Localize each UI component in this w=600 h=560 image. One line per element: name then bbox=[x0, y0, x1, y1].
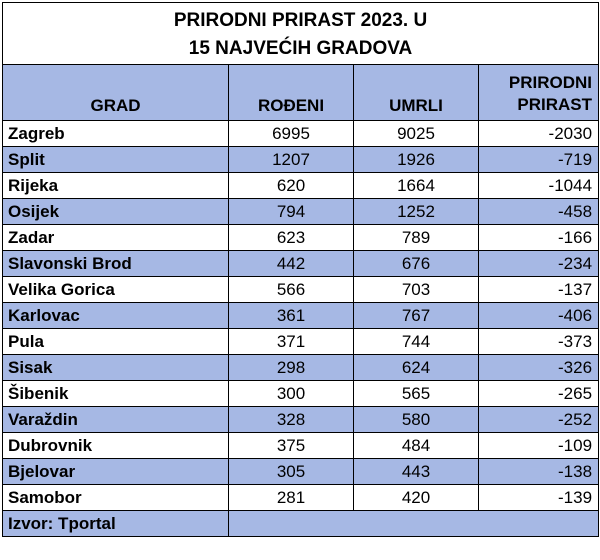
header-row: GRAD ROĐENI UMRLI PRIRODNI PRIRAST bbox=[2, 64, 600, 121]
net-increase-cell: -458 bbox=[477, 198, 600, 225]
table-title-line-1: PRIRODNI PRIRAST 2023. U bbox=[173, 9, 428, 31]
died-cell: 1926 bbox=[353, 146, 479, 173]
table-row: Split 1207 1926 -719 bbox=[2, 146, 600, 173]
table-row: Zagreb 6995 9025 -2030 bbox=[2, 120, 600, 147]
city-cell: Velika Gorica bbox=[2, 276, 229, 303]
table-row: Varaždin 328 580 -252 bbox=[2, 406, 600, 433]
net-increase-cell: -326 bbox=[477, 354, 600, 381]
net-increase-cell: -406 bbox=[477, 302, 600, 329]
born-cell: 375 bbox=[228, 432, 354, 459]
born-cell: 794 bbox=[228, 198, 354, 225]
net-increase-cell: -373 bbox=[477, 328, 600, 355]
died-cell: 443 bbox=[353, 458, 479, 485]
table-row: Slavonski Brod 442 676 -234 bbox=[2, 250, 600, 277]
born-cell: 371 bbox=[228, 328, 354, 355]
city-cell: Pula bbox=[2, 328, 229, 355]
died-cell: 1252 bbox=[353, 198, 479, 225]
table-row: Pula 371 744 -373 bbox=[2, 328, 600, 355]
city-cell: Zagreb bbox=[2, 120, 229, 147]
table-row: Karlovac 361 767 -406 bbox=[2, 302, 600, 329]
table-row: Sisak 298 624 -326 bbox=[2, 354, 600, 381]
net-increase-cell: -166 bbox=[477, 224, 600, 251]
died-cell: 703 bbox=[353, 276, 479, 303]
population-table-container: PRIRODNI PRIRAST 2023. U 15 NAJVEĆIH GRA… bbox=[1, 2, 600, 537]
city-cell: Bjelovar bbox=[2, 458, 229, 485]
table-row: Šibenik 300 565 -265 bbox=[2, 380, 600, 407]
table-row: Velika Gorica 566 703 -137 bbox=[2, 276, 600, 303]
header-city: GRAD bbox=[2, 64, 229, 121]
net-increase-cell: -719 bbox=[477, 146, 600, 173]
header-born: ROĐENI bbox=[228, 64, 354, 121]
net-increase-cell: -1044 bbox=[477, 172, 600, 199]
born-cell: 623 bbox=[228, 224, 354, 251]
net-increase-cell: -2030 bbox=[477, 120, 600, 147]
city-cell: Rijeka bbox=[2, 172, 229, 199]
died-cell: 1664 bbox=[353, 172, 479, 199]
died-cell: 676 bbox=[353, 250, 479, 277]
city-cell: Dubrovnik bbox=[2, 432, 229, 459]
born-cell: 328 bbox=[228, 406, 354, 433]
died-cell: 624 bbox=[353, 354, 479, 381]
table-row: Zadar 623 789 -166 bbox=[2, 224, 600, 251]
source-row: Izvor: Tportal bbox=[2, 510, 600, 537]
born-cell: 566 bbox=[228, 276, 354, 303]
net-increase-cell: -109 bbox=[477, 432, 600, 459]
died-cell: 767 bbox=[353, 302, 479, 329]
city-cell: Split bbox=[2, 146, 229, 173]
net-increase-cell: -138 bbox=[477, 458, 600, 485]
city-cell: Varaždin bbox=[2, 406, 229, 433]
header-net-line-1: PRIRODNI bbox=[508, 73, 593, 92]
net-increase-cell: -137 bbox=[477, 276, 600, 303]
net-increase-cell: -265 bbox=[477, 380, 600, 407]
net-increase-cell: -139 bbox=[477, 484, 600, 511]
city-cell: Zadar bbox=[2, 224, 229, 251]
header-net-line-2: PRIRAST bbox=[517, 95, 593, 114]
born-cell: 6995 bbox=[228, 120, 354, 147]
died-cell: 789 bbox=[353, 224, 479, 251]
table-body: Zagreb 6995 9025 -2030 Split 1207 1926 -719 Rije… bbox=[2, 120, 600, 511]
table-row: Samobor 281 420 -139 bbox=[2, 484, 600, 511]
source-label: Izvor: Tportal bbox=[2, 510, 229, 537]
born-cell: 300 bbox=[228, 380, 354, 407]
source-row-filler bbox=[227, 510, 600, 537]
born-cell: 281 bbox=[228, 484, 354, 511]
died-cell: 420 bbox=[353, 484, 479, 511]
city-cell: Šibenik bbox=[2, 380, 229, 407]
died-cell: 744 bbox=[353, 328, 479, 355]
table-row: Bjelovar 305 443 -138 bbox=[2, 458, 600, 485]
born-cell: 620 bbox=[228, 172, 354, 199]
city-cell: Samobor bbox=[2, 484, 229, 511]
table-title: PRIRODNI PRIRAST 2023. U 15 NAJVEĆIH GRA… bbox=[1, 2, 600, 65]
table-row: Osijek 794 1252 -458 bbox=[2, 198, 600, 225]
born-cell: 305 bbox=[228, 458, 354, 485]
city-cell: Karlovac bbox=[2, 302, 229, 329]
net-increase-cell: -234 bbox=[477, 250, 600, 277]
net-increase-cell: -252 bbox=[477, 406, 600, 433]
table-row: Rijeka 620 1664 -1044 bbox=[2, 172, 600, 199]
died-cell: 484 bbox=[353, 432, 479, 459]
natural-increase-table: PRIRODNI PRIRAST 2023. U 15 NAJVEĆIH GRA… bbox=[1, 2, 600, 537]
city-cell: Osijek bbox=[2, 198, 229, 225]
died-cell: 565 bbox=[353, 380, 479, 407]
header-net: PRIRODNI PRIRAST bbox=[477, 64, 600, 121]
table-title-line-2: 15 NAJVEĆIH GRADOVA bbox=[188, 37, 413, 59]
city-cell: Slavonski Brod bbox=[2, 250, 229, 277]
born-cell: 361 bbox=[228, 302, 354, 329]
born-cell: 298 bbox=[228, 354, 354, 381]
city-cell: Sisak bbox=[2, 354, 229, 381]
header-died: UMRLI bbox=[353, 64, 479, 121]
table-row: Dubrovnik 375 484 -109 bbox=[2, 432, 600, 459]
died-cell: 580 bbox=[353, 406, 479, 433]
born-cell: 442 bbox=[228, 250, 354, 277]
born-cell: 1207 bbox=[228, 146, 354, 173]
died-cell: 9025 bbox=[353, 120, 479, 147]
